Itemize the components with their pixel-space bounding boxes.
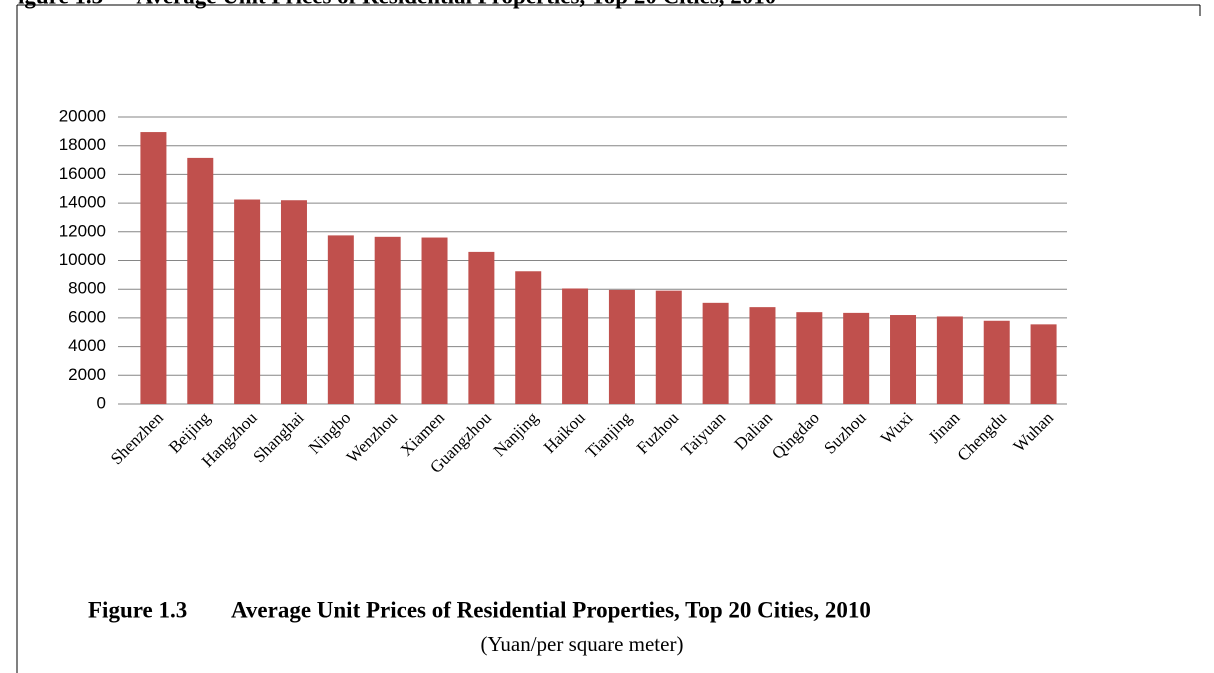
bar [562, 288, 589, 404]
y-tick-label: 6000 [68, 307, 106, 326]
bar [890, 315, 917, 404]
bar [608, 289, 635, 404]
bar [140, 132, 167, 404]
bar [796, 312, 823, 404]
bar [749, 307, 776, 404]
bar [421, 237, 448, 404]
y-tick-label: 18000 [59, 135, 106, 154]
bar [843, 312, 870, 404]
x-tick-label: Qingdao [768, 408, 823, 463]
bar [280, 200, 307, 404]
x-tick-label: Wuhan [1009, 408, 1057, 456]
x-tick-label: Taiyuan [677, 408, 729, 460]
y-tick-label: 16000 [59, 164, 106, 183]
bar [234, 199, 261, 404]
bar [702, 302, 729, 404]
x-tick-label: Shanghai [249, 408, 307, 466]
bar [515, 271, 542, 404]
x-tick-label: Fuzhou [633, 408, 683, 458]
y-tick-label: 4000 [68, 336, 106, 355]
bar [1030, 324, 1057, 404]
bar [936, 316, 963, 404]
figure-label: Figure 1.3 [88, 597, 187, 622]
x-tick-label: Nanjing [490, 408, 543, 461]
bar [468, 251, 495, 404]
chart-subtitle: (Yuan/per square meter) [481, 632, 684, 656]
y-tick-label: 8000 [68, 279, 106, 298]
y-tick-label: 12000 [59, 221, 106, 240]
bar [187, 157, 214, 404]
y-tick-label: 20000 [59, 106, 106, 125]
bar [983, 320, 1010, 404]
bar [374, 236, 401, 404]
x-tick-label: Tianjing [582, 408, 636, 462]
y-tick-label: 2000 [68, 365, 106, 384]
y-tick-label: 0 [97, 393, 106, 412]
x-tick-label: Wenzhou [343, 408, 402, 467]
header-caption: igure 1.3 Average Unit Prices of Residen… [18, 0, 776, 8]
y-tick-label: 14000 [59, 193, 106, 212]
bar [655, 290, 682, 404]
x-tick-label: Jinan [925, 408, 964, 447]
x-tick-label: Shenzhen [107, 408, 168, 469]
bar [327, 235, 354, 404]
x-tick-label: Chengdu [953, 408, 1010, 465]
chart-title: Average Unit Prices of Residential Prope… [231, 597, 871, 622]
x-tick-label: Suzhou [820, 408, 870, 458]
x-tick-label: Wuxi [877, 408, 917, 448]
y-tick-label: 10000 [59, 250, 106, 269]
